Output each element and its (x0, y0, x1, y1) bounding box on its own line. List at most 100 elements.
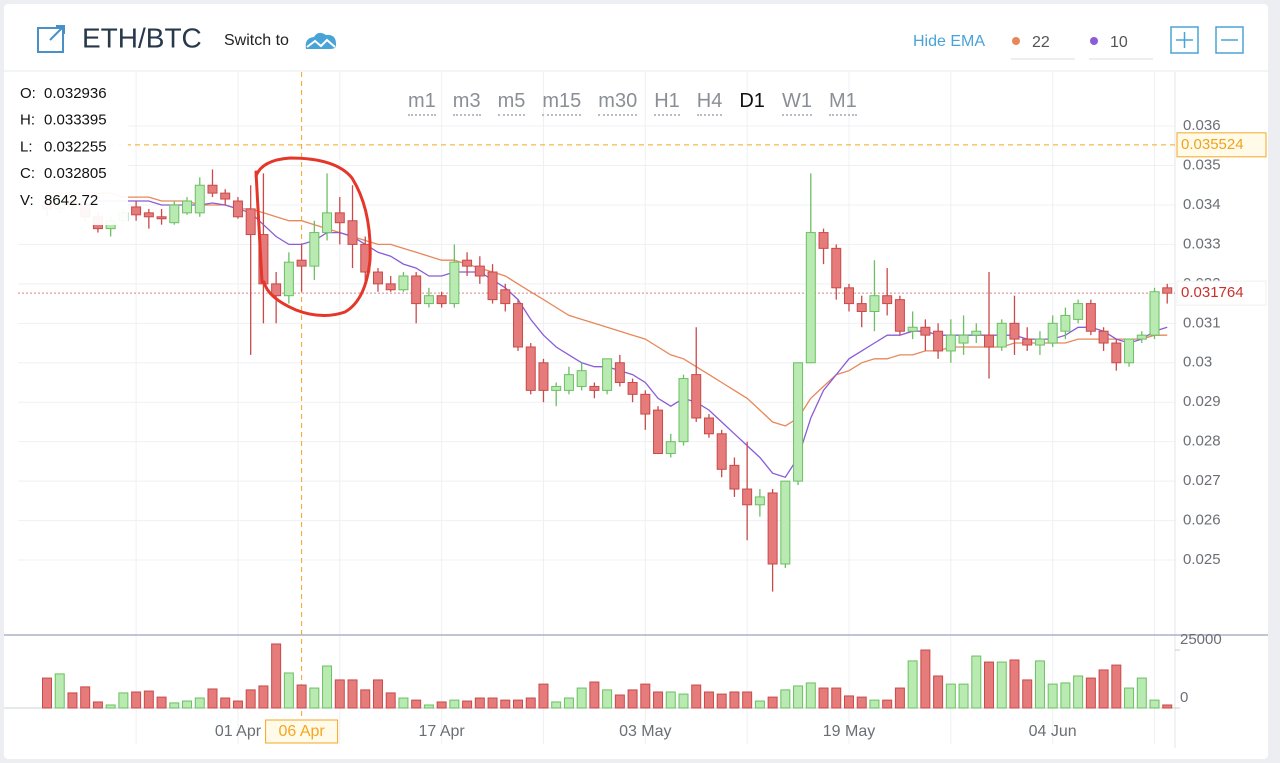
candle-body (398, 275, 409, 291)
volume-bar (372, 679, 383, 709)
candle-body (500, 289, 511, 305)
volume-bar (551, 701, 562, 709)
candle-body (513, 303, 524, 348)
tooltip-label: V: (20, 192, 34, 209)
candle-body (780, 480, 791, 565)
x-tick-label: 06 Apr (278, 723, 325, 740)
timeframe-button[interactable]: M1 (828, 90, 857, 116)
volume-bar (513, 699, 524, 709)
volume-bar (805, 682, 816, 709)
volume-bar (920, 649, 931, 709)
ema-toggle[interactable]: Hide EMA (913, 33, 985, 50)
volume-bar (156, 696, 167, 709)
timeframe-button[interactable]: D1 (739, 90, 765, 112)
volume-bar (869, 699, 880, 709)
candle-body (958, 334, 969, 344)
ema-legend-period[interactable]: 22 (1032, 34, 1050, 51)
tooltip-value: 8642.72 (44, 192, 98, 209)
candle-body (1085, 303, 1096, 332)
switch-label[interactable]: Switch to (224, 32, 289, 49)
volume-bar (614, 694, 625, 709)
candle-body (653, 409, 664, 455)
candle-body (691, 374, 702, 419)
header: ETH/BTC Switch to Hide EMA (4, 22, 1268, 72)
timeframe-button[interactable]: m30 (598, 90, 638, 116)
volume-bar (1098, 669, 1109, 709)
tooltip-value: 0.032805 (44, 165, 107, 182)
volume-bar (1136, 677, 1147, 709)
timeframe-button[interactable]: m3 (452, 90, 481, 116)
candle-body (449, 261, 460, 305)
candle-body (767, 492, 778, 565)
timeframe-button[interactable]: W1 (781, 90, 812, 116)
candle-body (818, 232, 829, 249)
volume-bar (894, 687, 905, 709)
candle-body (1022, 338, 1033, 346)
switch-logo[interactable] (305, 32, 337, 49)
crosshair-price-box (1176, 132, 1267, 158)
candle-body (805, 232, 816, 364)
volume-bar (436, 701, 447, 709)
ema-legend-period[interactable]: 10 (1110, 34, 1128, 51)
timeframe-button[interactable]: m15 (542, 90, 582, 116)
timeframe-button[interactable]: H4 (696, 90, 723, 116)
candle-body (385, 283, 396, 291)
volume-bar (360, 689, 371, 709)
candle-body (423, 295, 434, 305)
x-tick-label: 03 May (619, 723, 671, 740)
volume-bar (933, 675, 944, 709)
candle-body (831, 247, 842, 289)
volume-bar (207, 688, 218, 709)
expand-arrow (49, 25, 65, 41)
volume-bar (322, 665, 333, 709)
card (4, 4, 1268, 759)
candle-body (563, 374, 574, 391)
candle-body (296, 259, 307, 267)
volume-bar (309, 687, 320, 709)
candle-body (907, 326, 918, 332)
volume-bar (703, 691, 714, 709)
volume-bar (67, 692, 78, 709)
candle-body (1034, 338, 1045, 346)
candle-body (551, 385, 562, 391)
candle-body (232, 200, 243, 218)
volume-bar (665, 691, 676, 709)
y-tick-label: 0.026 (1183, 512, 1221, 529)
candle-body (716, 433, 727, 470)
candle-body (194, 184, 205, 214)
last-price-label: 0.031764 (1181, 284, 1244, 301)
volume-bar (474, 697, 485, 709)
timeframe-button[interactable]: H1 (654, 90, 680, 116)
volume-bar (1022, 679, 1033, 709)
volume-bar (984, 661, 995, 709)
volume-bar (232, 700, 243, 709)
last-price-box (1176, 280, 1267, 306)
tooltip-label: C: (20, 165, 35, 182)
volume-bar (462, 700, 473, 709)
candle-body (678, 378, 689, 443)
candle-body (1136, 334, 1147, 340)
volume-bar (283, 672, 294, 709)
candle-body (220, 192, 231, 200)
tooltip-box (5, 75, 128, 225)
volume-bar (54, 673, 65, 709)
expand-icon[interactable] (37, 27, 64, 53)
candle-body (640, 393, 651, 415)
volume-bar (118, 692, 129, 709)
volume-bar (843, 695, 854, 709)
volume-bar (271, 643, 282, 709)
candle-body (869, 295, 880, 312)
volume-bar (716, 693, 727, 709)
candle-body (372, 271, 383, 285)
timeframe-button[interactable]: m5 (497, 90, 526, 116)
zoom-in-button[interactable] (1170, 26, 1199, 54)
candle-body (271, 283, 282, 297)
volume-bar (538, 683, 549, 709)
volume-bar (449, 699, 460, 709)
timeframe-button[interactable]: m1 (408, 90, 436, 116)
candle-body (754, 496, 765, 506)
zoom-out-button[interactable] (1215, 26, 1244, 54)
volume-bar (411, 699, 422, 709)
candle-body (1060, 314, 1071, 332)
candle-body (945, 334, 956, 352)
